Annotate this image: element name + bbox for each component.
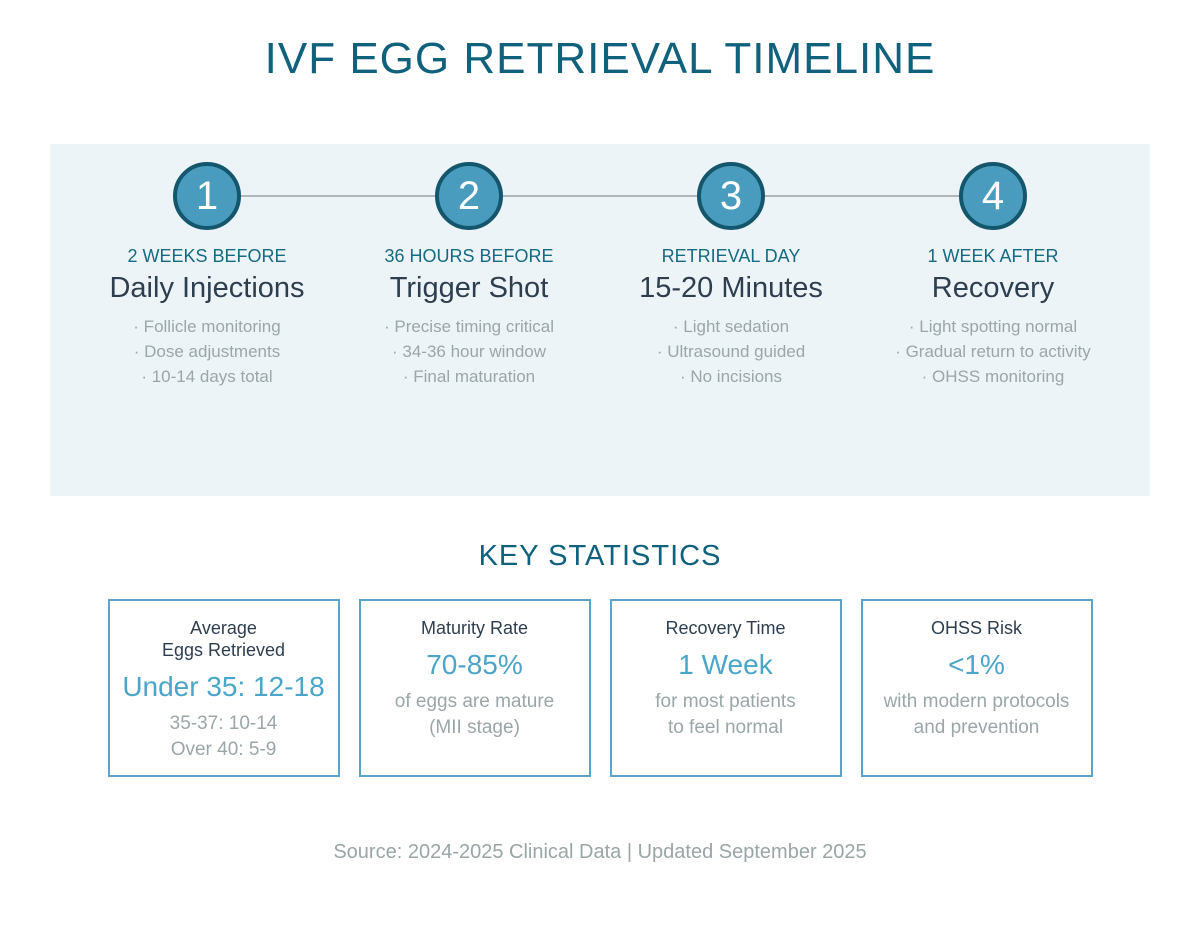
stat-card-desc: of eggs are mature (MII stage) — [394, 691, 555, 738]
stat-card-value: <1% — [948, 649, 1005, 680]
step-2-number-badge: 2 — [435, 162, 503, 230]
stat-card-label: Maturity Rate — [420, 618, 529, 638]
bullet-item: · OHSS monitoring — [921, 367, 1065, 386]
stat-card-recovery-time: Recovery Time 1 Week for most patients t… — [609, 599, 842, 777]
bullet-item: · Light sedation — [672, 317, 790, 336]
step-2-title: Trigger Shot — [389, 272, 549, 304]
timeline-steps: 1 2 WEEKS BEFORE Daily Injections · Foll… — [50, 144, 1150, 389]
timeline-connector-line — [207, 195, 993, 197]
step-4-bullets: · Light spotting normal · Gradual return… — [862, 314, 1124, 389]
stat-card-desc: with modern protocols and prevention — [883, 691, 1070, 738]
stat-card-desc: for most patients to feel normal — [655, 691, 796, 738]
source-note: Source: 2024-2025 Clinical Data | Update… — [333, 841, 867, 863]
step-2-label: 36 HOURS BEFORE — [384, 246, 554, 266]
timeline-step-1: 1 2 WEEKS BEFORE Daily Injections · Foll… — [76, 162, 338, 389]
step-1-label: 2 WEEKS BEFORE — [127, 246, 287, 266]
timeline-step-3: 3 RETRIEVAL DAY 15-20 Minutes · Light se… — [600, 162, 862, 389]
stat-card-label: Recovery Time — [665, 618, 786, 638]
stat-card-ohss-risk: OHSS Risk <1% with modern protocols and … — [860, 599, 1093, 777]
bullet-item: · Gradual return to activity — [895, 342, 1091, 361]
bullet-item: · 34-36 hour window — [391, 342, 547, 361]
stat-card-label: Average Eggs Retrieved — [161, 618, 286, 660]
step-1-title: Daily Injections — [109, 272, 305, 304]
stat-card-maturity-rate: Maturity Rate 70-85% of eggs are mature … — [358, 599, 591, 777]
step-3-label: RETRIEVAL DAY — [661, 246, 801, 266]
step-1-bullets: · Follicle monitoring · Dose adjustments… — [76, 314, 338, 389]
step-4-label: 1 WEEK AFTER — [927, 246, 1059, 266]
stat-card-eggs-retrieved: Average Eggs Retrieved Under 35: 12-18 3… — [107, 599, 340, 777]
step-4-title: Recovery — [931, 272, 1055, 304]
stat-card-value: 1 Week — [678, 649, 773, 680]
step-1-number-badge: 1 — [173, 162, 241, 230]
key-statistics-heading: KEY STATISTICS — [478, 540, 722, 572]
timeline-panel: 1 2 WEEKS BEFORE Daily Injections · Foll… — [50, 144, 1150, 496]
stat-card-label: OHSS Risk — [930, 618, 1022, 638]
bullet-item: · Follicle monitoring — [133, 317, 281, 336]
step-4-number-badge: 4 — [959, 162, 1027, 230]
stat-card-value: Under 35: 12-18 — [122, 671, 325, 702]
bullet-item: · 10-14 days total — [141, 367, 273, 386]
bullet-item: · Precise timing critical — [383, 317, 555, 336]
bullet-item: · No incisions — [679, 367, 783, 386]
timeline-step-2: 2 36 HOURS BEFORE Trigger Shot · Precise… — [338, 162, 600, 389]
bullet-item: · Dose adjustments — [133, 342, 281, 361]
stat-cards-row: Average Eggs Retrieved Under 35: 12-18 3… — [0, 599, 1200, 777]
bullet-item: · Final maturation — [402, 367, 536, 386]
stat-card-desc: 35-37: 10-14 Over 40: 5-9 — [169, 713, 278, 760]
step-3-title: 15-20 Minutes — [639, 272, 823, 304]
step-2-bullets: · Precise timing critical · 34-36 hour w… — [338, 314, 600, 389]
timeline-step-4: 4 1 WEEK AFTER Recovery · Light spotting… — [862, 162, 1124, 389]
stat-card-value: 70-85% — [426, 649, 523, 680]
bullet-item: · Ultrasound guided — [656, 342, 806, 361]
step-3-bullets: · Light sedation · Ultrasound guided · N… — [600, 314, 862, 389]
page-title: IVF EGG RETRIEVAL TIMELINE — [264, 34, 936, 83]
step-3-number-badge: 3 — [697, 162, 765, 230]
bullet-item: · Light spotting normal — [908, 317, 1078, 336]
